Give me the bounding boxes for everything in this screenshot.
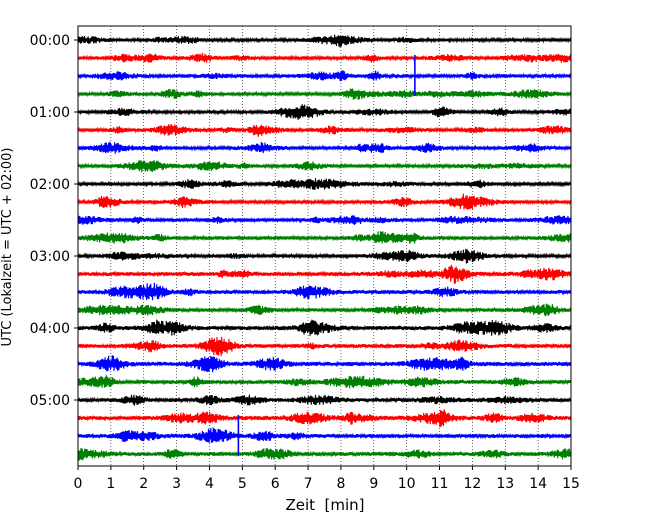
trace-0315 <box>77 264 572 284</box>
trace-0445 <box>77 375 572 389</box>
trace-0300 <box>77 248 572 264</box>
x-tick-label: 6 <box>271 476 280 492</box>
trace-0245 <box>77 231 572 244</box>
x-tick-label: 1 <box>106 476 115 492</box>
x-tick-label: 5 <box>238 476 247 492</box>
x-tick-label: 10 <box>398 476 416 492</box>
x-tick-label: 4 <box>205 476 214 492</box>
x-tick-label: 9 <box>369 476 378 492</box>
trace-0500 <box>77 394 572 406</box>
trace-0030 <box>77 70 572 82</box>
y-tick-label: 02:00 <box>30 177 70 193</box>
trace-0430 <box>77 355 572 373</box>
plot-frame <box>77 25 572 467</box>
y-tick-label: 00:00 <box>30 33 70 49</box>
trace-0345 <box>77 303 572 317</box>
x-tick-label: 13 <box>496 476 514 492</box>
x-tick-label: 14 <box>529 476 547 492</box>
x-tick-label: 15 <box>562 476 580 492</box>
y-tick-label: 04:00 <box>30 321 70 337</box>
grid-lines <box>110 26 539 466</box>
trace-0400 <box>77 319 572 336</box>
x-tick-label: 12 <box>463 476 481 492</box>
trace-0145 <box>77 160 572 173</box>
y-axis-label: UTC (Lokalzeit = UTC + 02:00) <box>0 148 15 347</box>
traces <box>77 34 572 461</box>
y-tick-label: 05:00 <box>30 393 70 409</box>
trace-0230 <box>77 215 572 226</box>
y-tick-label: 01:00 <box>30 105 70 121</box>
x-tick-label: 7 <box>304 476 313 492</box>
event-markers <box>237 55 416 456</box>
trace-0530 <box>77 427 572 444</box>
x-tick-label: 2 <box>139 476 148 492</box>
trace-0000 <box>77 34 572 48</box>
trace-0200 <box>77 178 572 191</box>
trace-0115 <box>77 123 572 137</box>
trace-0015 <box>77 52 572 63</box>
x-tick-label: 3 <box>172 476 181 492</box>
axis-ticks: 0 1 2 3 4 5 6 7 8 9 10 11 12 13 14 1500:0001:0002:0003:… <box>30 33 580 492</box>
trace-0100 <box>77 104 572 120</box>
trace-0330 <box>77 282 572 301</box>
trace-0515 <box>77 409 572 428</box>
trace-0130 <box>77 141 572 154</box>
trace-0415 <box>77 336 572 357</box>
trace-0215 <box>77 193 572 210</box>
x-axis-label: Zeit [min] <box>285 496 364 514</box>
trace-0545 <box>77 447 572 461</box>
x-tick-label: 8 <box>336 476 345 492</box>
x-tick-label: 11 <box>431 476 449 492</box>
trace-0045 <box>77 88 572 100</box>
x-tick-label: 0 <box>74 476 83 492</box>
y-tick-label: 03:00 <box>30 249 70 265</box>
